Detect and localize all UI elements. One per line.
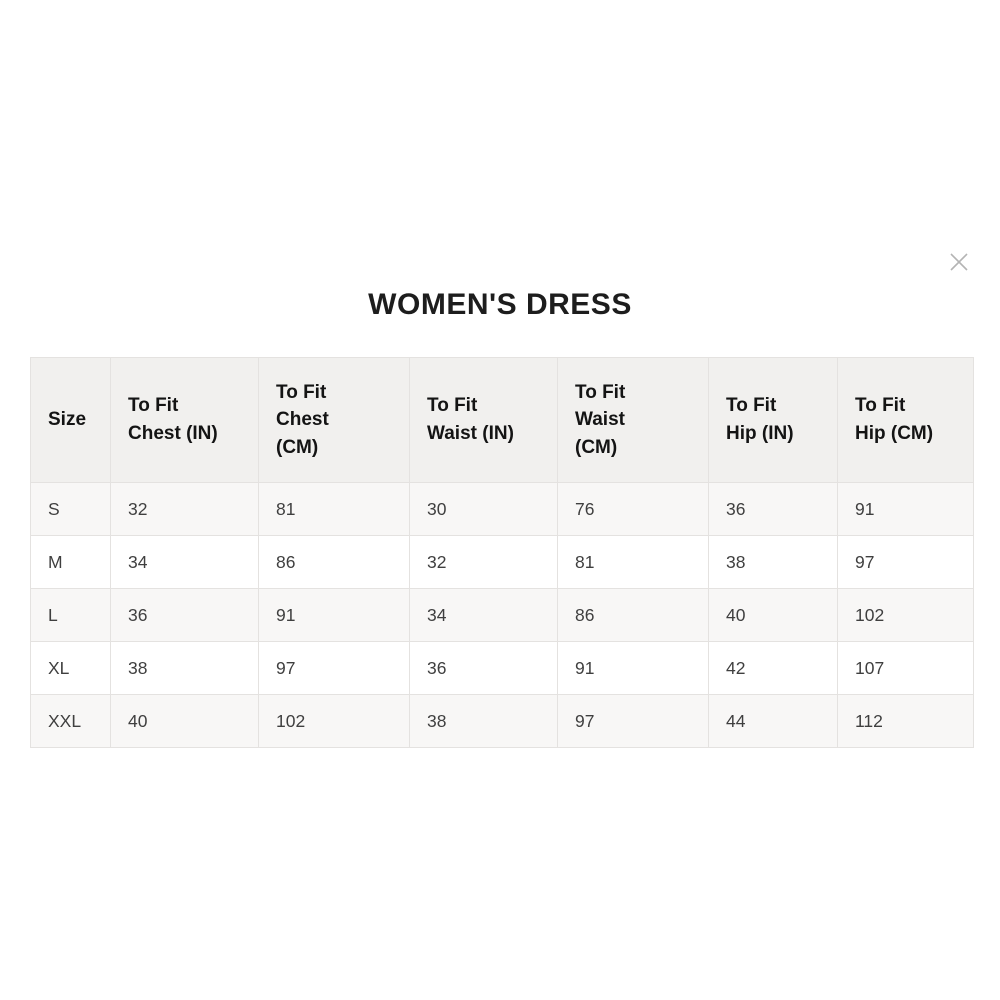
measurement-cell: 32: [110, 482, 259, 536]
measurement-cell: 91: [258, 588, 410, 642]
measurement-cell: 97: [258, 641, 410, 695]
column-header-hip-cm: To Fit Hip (CM): [837, 357, 974, 483]
measurement-cell: 112: [837, 694, 974, 748]
measurement-cell: 30: [409, 482, 558, 536]
measurement-cell: 81: [557, 535, 709, 589]
column-header-size: Size: [30, 357, 111, 483]
measurement-cell: 34: [110, 535, 259, 589]
measurement-cell: 97: [837, 535, 974, 589]
column-header-chest-in: To Fit Chest (IN): [110, 357, 259, 483]
table-row-m: M 34 86 32 81 38 97: [30, 535, 974, 589]
size-cell: S: [30, 482, 111, 536]
table-row-s: S 32 81 30 76 36 91: [30, 482, 974, 536]
table-row-xl: XL 38 97 36 91 42 107: [30, 641, 974, 695]
measurement-cell: 76: [557, 482, 709, 536]
measurement-cell: 91: [557, 641, 709, 695]
measurement-cell: 38: [110, 641, 259, 695]
column-header-chest-cm: To Fit Chest (CM): [258, 357, 410, 483]
measurement-cell: 40: [708, 588, 838, 642]
column-header-hip-in: To Fit Hip (IN): [708, 357, 838, 483]
column-header-waist-in: To Fit Waist (IN): [409, 357, 558, 483]
table-row-l: L 36 91 34 86 40 102: [30, 588, 974, 642]
modal-title: WOMEN'S DRESS: [368, 288, 632, 321]
measurement-cell: 36: [409, 641, 558, 695]
close-icon: [950, 253, 968, 271]
close-button[interactable]: [947, 250, 971, 274]
column-header-waist-cm: To Fit Waist (CM): [557, 357, 709, 483]
measurement-cell: 36: [110, 588, 259, 642]
measurement-cell: 44: [708, 694, 838, 748]
measurement-cell: 86: [258, 535, 410, 589]
size-cell: L: [30, 588, 111, 642]
measurement-cell: 81: [258, 482, 410, 536]
size-cell: M: [30, 535, 111, 589]
measurement-cell: 102: [837, 588, 974, 642]
measurement-cell: 91: [837, 482, 974, 536]
size-cell: XXL: [30, 694, 111, 748]
measurement-cell: 32: [409, 535, 558, 589]
measurement-cell: 42: [708, 641, 838, 695]
measurement-cell: 40: [110, 694, 259, 748]
measurement-cell: 38: [409, 694, 558, 748]
measurement-cell: 107: [837, 641, 974, 695]
measurement-cell: 34: [409, 588, 558, 642]
table-row-xxl: XXL 40 102 38 97 44 112: [30, 694, 974, 748]
size-chart-table: Size To Fit Chest (IN) To Fit Chest (CM)…: [30, 357, 974, 748]
size-cell: XL: [30, 641, 111, 695]
header-row: Size To Fit Chest (IN) To Fit Chest (CM)…: [30, 357, 974, 483]
measurement-cell: 38: [708, 535, 838, 589]
measurement-cell: 102: [258, 694, 410, 748]
measurement-cell: 97: [557, 694, 709, 748]
measurement-cell: 36: [708, 482, 838, 536]
measurement-cell: 86: [557, 588, 709, 642]
